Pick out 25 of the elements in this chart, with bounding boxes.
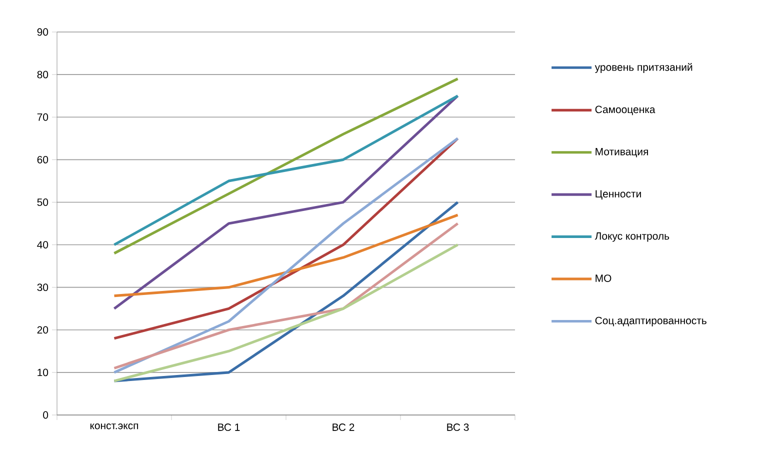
line-series bbox=[112, 94, 460, 310]
x-tick-label: ВС 2 bbox=[332, 424, 354, 431]
legend-label: Соц.адаптированность bbox=[595, 316, 706, 326]
legend-label: Мотивация bbox=[596, 148, 648, 158]
legend-label: Локус контроль bbox=[594, 232, 670, 242]
legend-label: МО bbox=[596, 274, 612, 282]
line-series bbox=[112, 243, 460, 382]
y-tick-label: 30 bbox=[37, 284, 48, 292]
x-tick-label: конст.эксп bbox=[90, 424, 138, 430]
legend-label: Самооценка bbox=[595, 106, 656, 116]
y-tick-label: 0 bbox=[43, 411, 48, 419]
x-tick-label: ВС 1 bbox=[218, 424, 240, 431]
y-tick-label: 70 bbox=[37, 113, 48, 121]
y-tick-label: 20 bbox=[37, 326, 48, 334]
y-tick-label: 40 bbox=[37, 241, 48, 248]
y-tick-label: 90 bbox=[37, 28, 48, 36]
x-tick-label: ВС 3 bbox=[447, 424, 469, 431]
y-tick-label: 10 bbox=[38, 368, 48, 376]
legend-label: уровень притязаний bbox=[594, 63, 692, 73]
y-tick-label: 50 bbox=[37, 198, 48, 206]
y-tick-label: 60 bbox=[37, 156, 48, 164]
legend-label: Ценности bbox=[596, 190, 641, 200]
line-series bbox=[112, 214, 460, 298]
line-series bbox=[112, 222, 460, 370]
y-tick-label: 80 bbox=[37, 70, 48, 78]
